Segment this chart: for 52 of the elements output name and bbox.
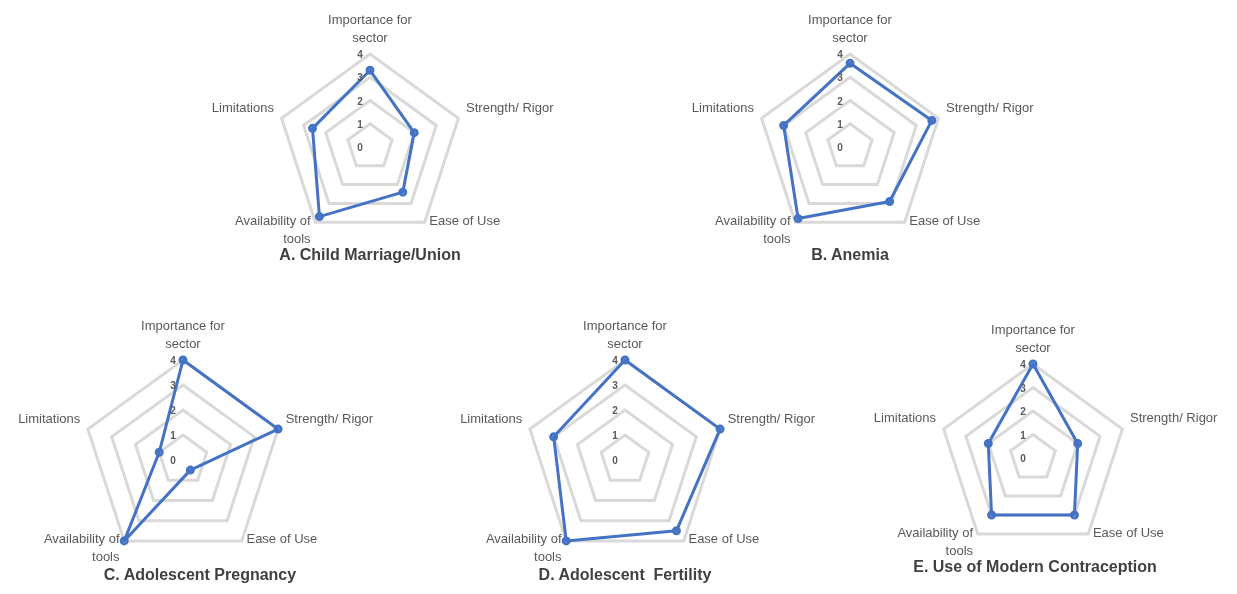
spoke-label: Ease of Use: [429, 212, 501, 228]
y-tick-label: 0: [837, 142, 844, 153]
y-tick-label: 4: [1020, 359, 1027, 370]
spoke-label: Availability of tools: [714, 212, 792, 246]
spoke-label: Strength/ Rigor: [727, 410, 816, 426]
spoke-label: Importance for sector: [141, 318, 226, 351]
text: A. Child Marriage/Union: [278, 246, 462, 264]
y-tick-label: 3: [837, 72, 844, 84]
y-tick-label: 4: [170, 355, 177, 366]
y-tick-label: 3: [1020, 382, 1027, 394]
spoke-label: Importance for sector: [583, 318, 668, 351]
y-tick-label: 1: [837, 118, 844, 130]
y-tick-label: 0: [170, 455, 177, 466]
spoke-label: Ease of Use: [909, 212, 981, 228]
spoke-label: Availability of tools: [43, 531, 121, 565]
text: D. Adolescent Fertility: [537, 566, 713, 584]
spoke-label: Strength/ Rigor: [946, 99, 1035, 115]
y-tick-label: 1: [1020, 429, 1027, 441]
spoke-label: Limitations: [873, 410, 937, 426]
spoke-label: Availability of tools: [234, 212, 312, 246]
y-tick-label: 2: [1020, 406, 1027, 417]
spoke-label: Importance for sector: [328, 12, 413, 45]
spoke-label: Strength/ Rigor: [1130, 410, 1219, 426]
y-tick-label: 1: [357, 118, 364, 130]
spoke-label: Ease of Use: [1092, 524, 1164, 540]
spoke-label: Strength/ Rigor: [466, 99, 555, 115]
y-tick-label: 0: [357, 142, 364, 153]
text: B. Anemia: [810, 246, 890, 264]
spoke-label: Limitations: [211, 99, 275, 115]
y-tick-label: 4: [612, 355, 619, 366]
y-tick-label: 1: [612, 430, 619, 441]
y-tick-label: 0: [612, 455, 619, 466]
spoke-label: Limitations: [460, 410, 523, 426]
text: E. Use of Modern Contraception: [912, 558, 1158, 576]
spoke-label: Limitations: [691, 99, 755, 115]
spoke-label: Ease of Use: [246, 531, 318, 547]
spoke-label: Availability of tools: [897, 524, 974, 558]
text: C. Adolescent Pregnancy: [102, 566, 298, 584]
y-tick-label: 2: [357, 95, 364, 107]
y-tick-label: 4: [357, 49, 364, 60]
y-tick-label: 2: [612, 405, 619, 416]
y-tick-label: 3: [612, 380, 619, 391]
spoke-label: Limitations: [18, 410, 81, 426]
spoke-label: Strength/ Rigor: [285, 410, 374, 426]
spoke-label: Availability of tools: [485, 531, 563, 565]
spoke-label: Ease of Use: [688, 531, 760, 547]
y-tick-label: 1: [170, 430, 177, 441]
y-tick-label: 0: [1020, 453, 1027, 464]
y-tick-label: 2: [837, 95, 844, 107]
spoke-label: Importance for sector: [991, 322, 1076, 355]
y-tick-label: 4: [837, 49, 844, 60]
spoke-label: Importance for sector: [808, 12, 893, 45]
